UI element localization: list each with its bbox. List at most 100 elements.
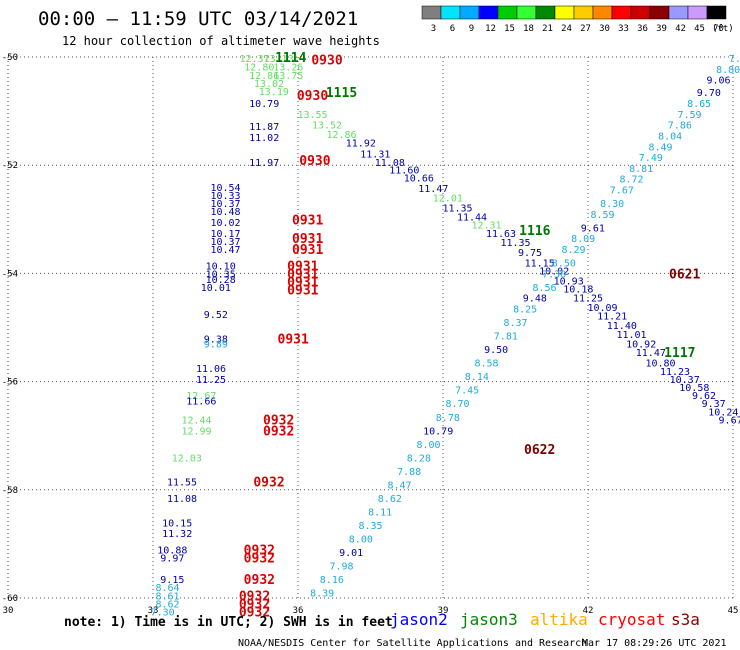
pass-time-label: 1117 (664, 346, 695, 361)
swh-value-label: 8.81 (629, 164, 653, 175)
swh-value-label: 11.47 (636, 348, 666, 359)
swh-value-label: 9.67 (719, 415, 740, 426)
color-scale-label: 6 (450, 24, 455, 34)
swh-value-label: 8.65 (687, 99, 711, 110)
swh-value-label: 12.67 (186, 391, 216, 402)
swh-value-label: 9.48 (523, 294, 547, 305)
swh-value-label: 8.62 (378, 494, 402, 505)
swh-value-label: 8.72 (619, 175, 643, 186)
swh-value-label: 10.92 (626, 340, 656, 351)
chart-title: 00:00 – 11:59 UTC 03/14/2021 (38, 8, 358, 30)
swh-value-label: 8.62 (155, 599, 179, 610)
pass-time-label: 0932 (244, 543, 275, 558)
swh-value-label: 7.6 (729, 54, 740, 65)
lat-lon-grid (7, 56, 734, 599)
satellite-legend-item: altika (530, 610, 588, 629)
swh-value-label: 7.81 (494, 332, 518, 343)
color-swatch (592, 5, 613, 20)
swh-value-label: 12.86 (326, 130, 356, 141)
swh-value-label: 10.37 (210, 199, 240, 210)
swh-value-label: 8.00 (416, 440, 440, 451)
swh-value-label: 11.01 (616, 330, 646, 341)
latitude-tick-label: -60 (2, 594, 18, 604)
swh-value-label: 11.06 (196, 364, 226, 375)
pass-time-label: 0931 (292, 213, 323, 228)
swh-value-label: 9.01 (339, 548, 363, 559)
swh-value-label: 11.31 (360, 149, 390, 160)
swh-value-label: 12.86 (249, 71, 279, 82)
swh-value-label: 8.61 (155, 591, 179, 602)
swh-value-label: 8.59 (590, 210, 614, 221)
color-scale-label: 70 (713, 24, 724, 34)
pass-time-label: 0931 (292, 232, 323, 247)
swh-value-label: 9.70 (697, 88, 721, 99)
color-swatch (573, 5, 594, 20)
swh-value-label: 10.37 (670, 375, 700, 386)
color-scale-legend: 3 6 9 12 15 18 21 24 27 30 33 36 39 42 45 70(ft) (421, 5, 734, 34)
swh-value-label: 10.01 (201, 283, 231, 294)
swh-value-label: 10.02 (210, 218, 240, 229)
color-swatch (421, 5, 442, 20)
swh-value-label: 10.79 (423, 426, 453, 437)
pass-time-label: 0932 (263, 413, 294, 428)
pass-time-label: 1116 (519, 224, 550, 239)
pass-time-label: 0930 (299, 154, 330, 169)
swh-value-label: 11.35 (500, 238, 530, 249)
swh-value-label: 11.35 (442, 203, 472, 214)
color-scale-label: 3 (431, 24, 436, 34)
swh-value-label: 11.97 (249, 158, 279, 169)
longitude-tick-labels: 30 33 36 39 42 45 (3, 606, 739, 616)
swh-value-label: 8.49 (648, 142, 672, 153)
swh-value-label: 11.44 (457, 213, 487, 224)
swh-data-labels: 12.3713.1312.8013.2612.8613.7513.0213.19… (151, 54, 740, 618)
latitude-tick-label: -50 (2, 53, 18, 63)
swh-value-label: 10.15 (162, 518, 192, 529)
swh-value-label: 7.67 (610, 186, 634, 197)
swh-value-label: 10.88 (157, 545, 187, 556)
swh-value-label: 7.59 (677, 110, 701, 121)
swh-value-label: 8.80 (716, 65, 740, 76)
color-scale-label: 9 (469, 24, 474, 34)
swh-value-label: 7.30 (151, 608, 175, 619)
swh-value-label: 11.66 (186, 397, 216, 408)
latitude-tick-label: -58 (2, 486, 18, 496)
swh-value-label: 13.02 (254, 79, 284, 90)
swh-value-label: 7.49 (639, 153, 663, 164)
pass-time-label: 0931 (292, 243, 323, 258)
swh-value-label: 11.25 (196, 375, 226, 386)
satellite-legend: jason2 jason3 altika cryosat s3a (390, 610, 700, 629)
pass-time-label: 1114 (275, 51, 306, 66)
satellite-legend-item: cryosat (598, 610, 665, 629)
swh-value-label: 10.35 (206, 269, 236, 280)
swh-value-label: 8.04 (658, 131, 682, 142)
swh-value-label: 9.75 (518, 248, 542, 259)
swh-value-label: 10.18 (563, 285, 593, 296)
swh-value-label: 8.78 (436, 413, 460, 424)
swh-value-label: 8.47 (387, 480, 411, 491)
color-swatch (516, 5, 537, 20)
swh-value-label: 13.75 (273, 71, 303, 82)
longitude-tick-label: 39 (438, 606, 449, 616)
swh-value-label: 11.08 (167, 494, 197, 505)
swh-value-label: 13.52 (312, 121, 342, 132)
swh-value-label: 10.09 (587, 303, 617, 314)
swh-value-label: 8.56 (532, 283, 556, 294)
swh-value-label: 11.63 (486, 229, 516, 240)
swh-value-label: 8.28 (407, 453, 431, 464)
swh-value-label: 8.11 (368, 507, 392, 518)
swh-value-label: 11.55 (167, 478, 197, 489)
pass-time-label: 0932 (239, 597, 270, 612)
swh-value-label: 11.21 (597, 312, 627, 323)
swh-value-label: 9.15 (160, 575, 184, 586)
swh-value-label: 9.89 (204, 340, 228, 351)
color-scale-label: 36 (637, 24, 648, 34)
footer-timestamp: Mar 17 08:29:26 UTC 2021 (582, 638, 727, 649)
color-swatch (687, 5, 708, 20)
swh-value-label: 7.86 (668, 121, 692, 132)
color-swatch (649, 5, 670, 20)
pass-time-label: 0930 (311, 54, 342, 69)
longitude-tick-label: 30 (3, 606, 14, 616)
swh-value-label: 9.38 (204, 334, 228, 345)
swh-value-label: 10.79 (249, 99, 279, 110)
pass-time-label: 0931 (287, 259, 318, 274)
